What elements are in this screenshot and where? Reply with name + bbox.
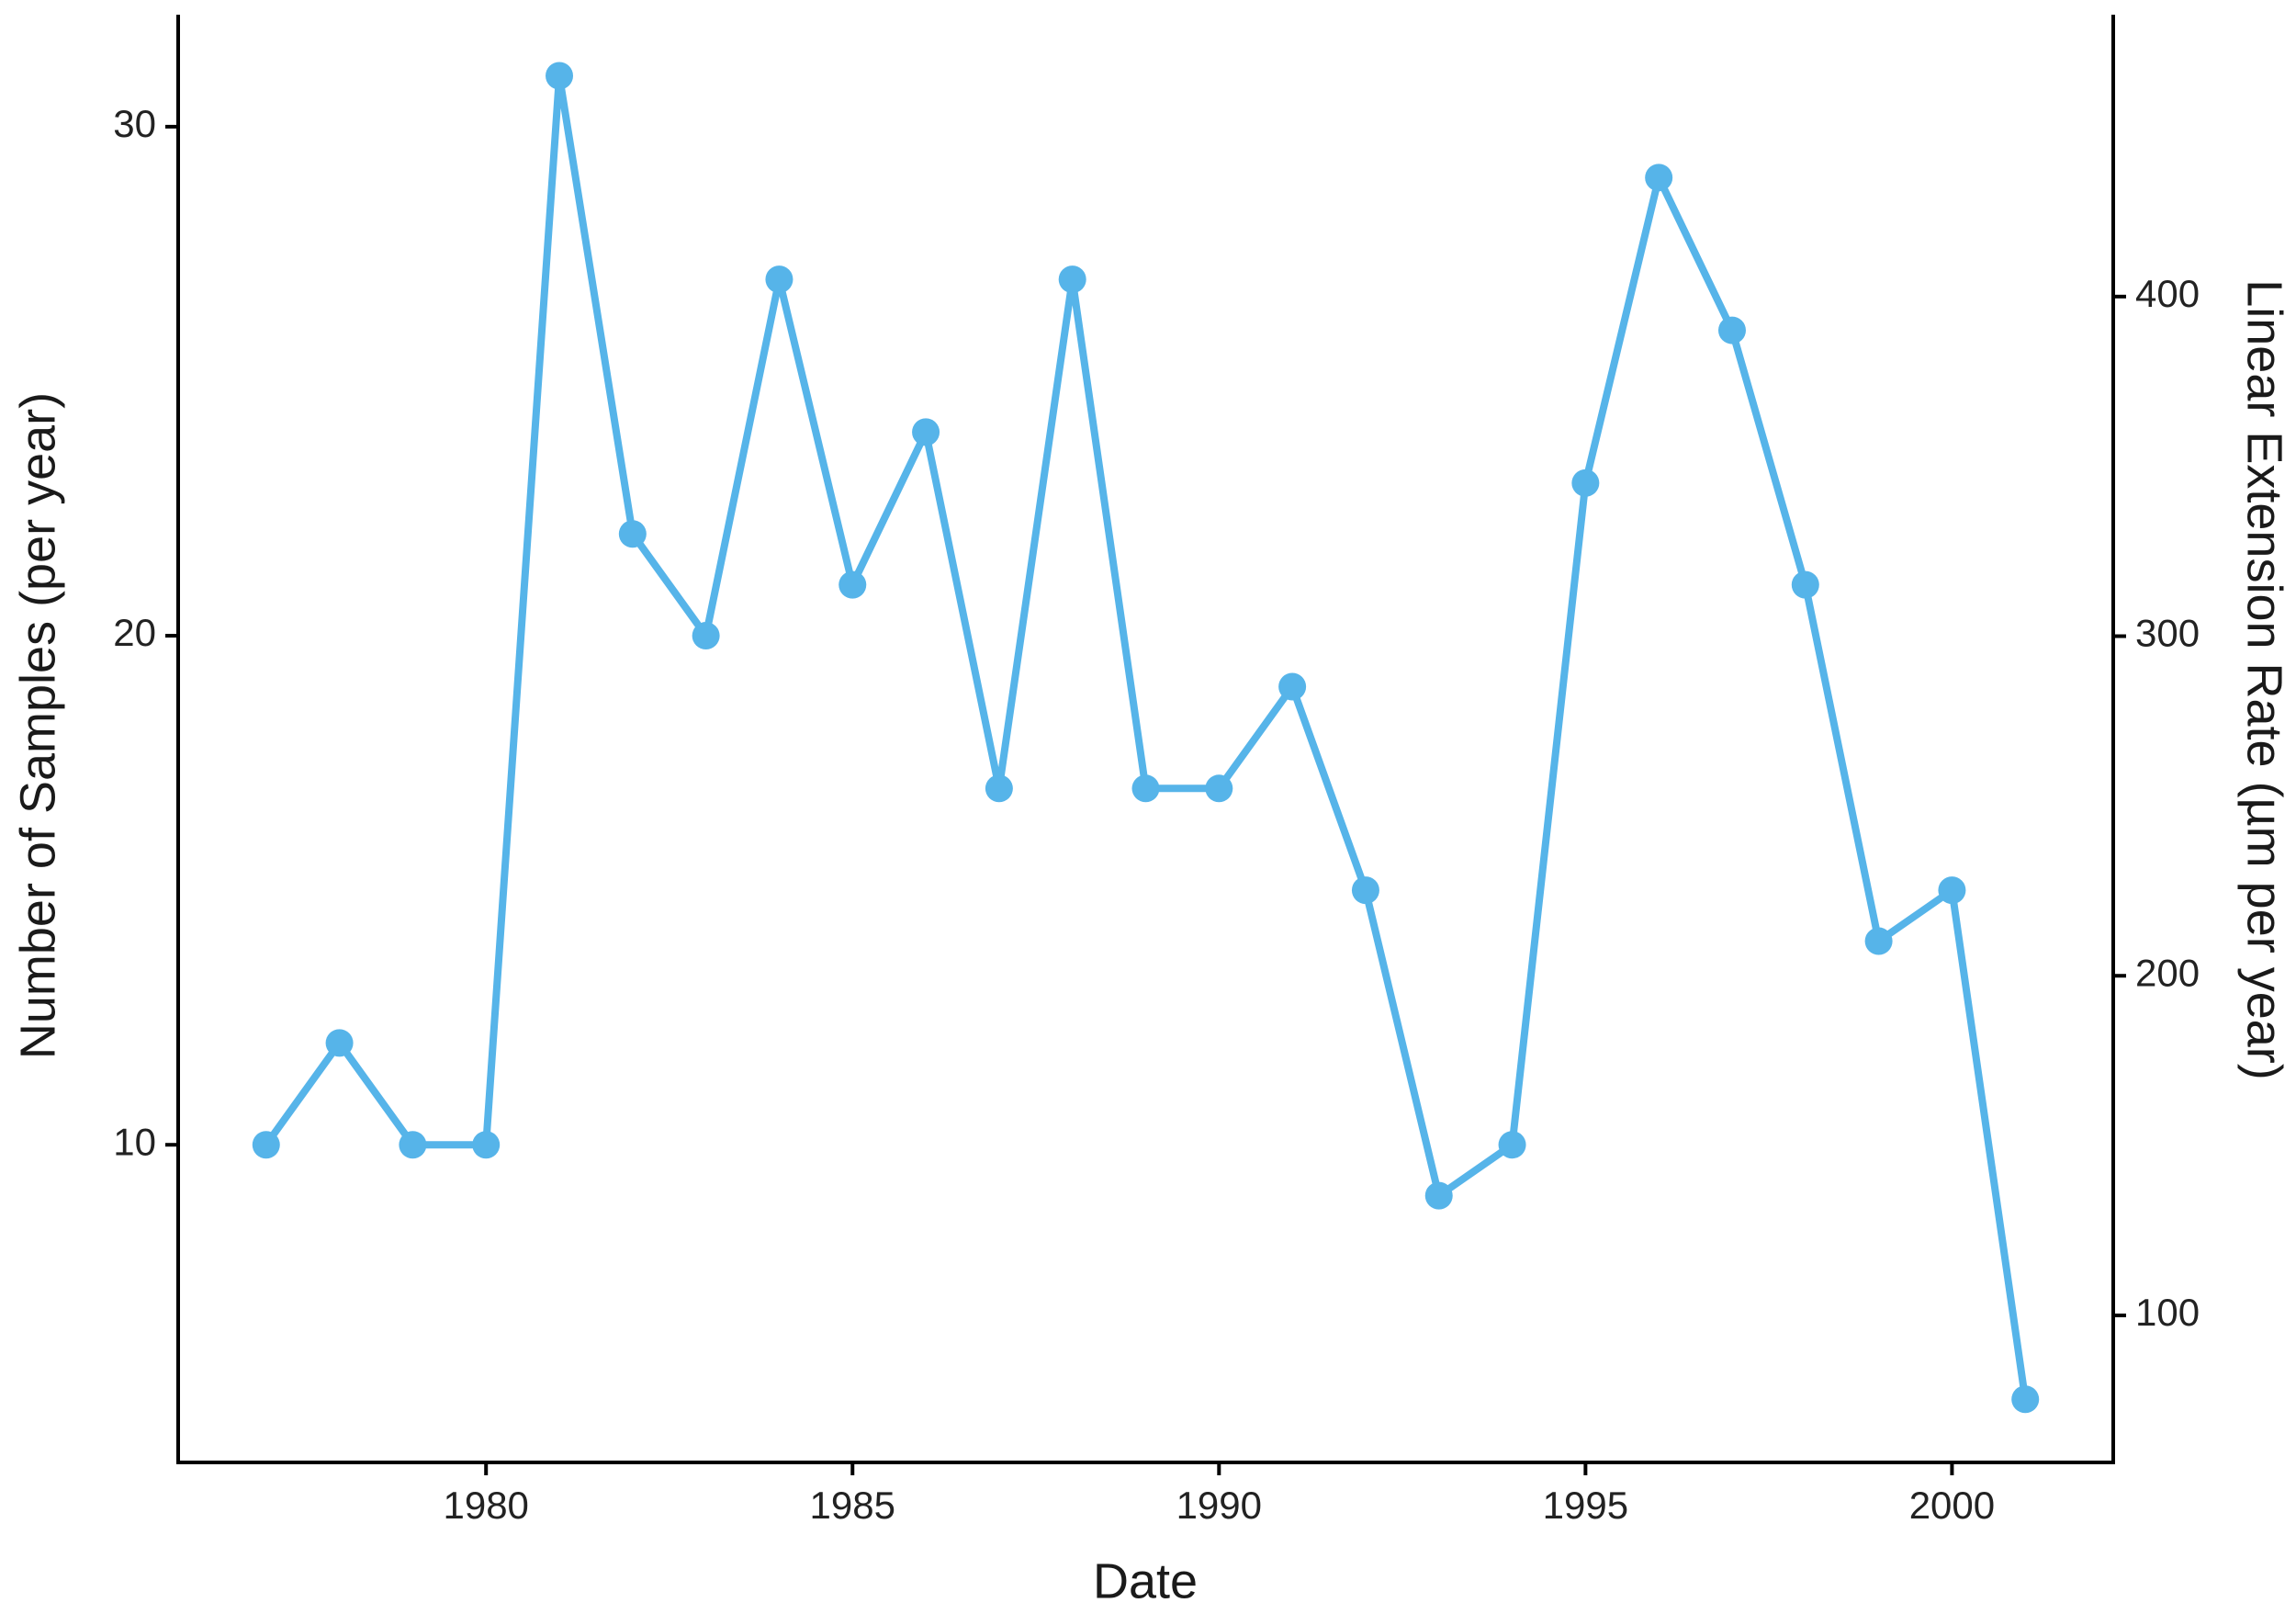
y-tick-label: 20 — [113, 611, 156, 654]
data-point — [1645, 164, 1673, 192]
data-point — [1424, 1181, 1453, 1210]
data-point — [252, 1131, 280, 1159]
data-point — [692, 622, 720, 650]
y2-tick-label: 300 — [2135, 612, 2200, 655]
x-tick-label: 1995 — [1543, 1484, 1628, 1527]
data-point — [325, 1029, 354, 1057]
data-point — [1864, 927, 1893, 955]
data-point — [1571, 468, 1600, 497]
y2-axis-title: Linear Extension Rate (µm per year) — [2237, 279, 2292, 1080]
data-point — [1498, 1131, 1526, 1159]
data-point — [1058, 265, 1086, 294]
y2-tick-label: 100 — [2135, 1291, 2200, 1334]
x-tick-label: 1990 — [1176, 1484, 1262, 1527]
data-point — [618, 520, 647, 548]
data-point — [1205, 774, 1233, 803]
data-line — [263, 72, 2030, 1400]
data-point — [912, 418, 940, 446]
data-point — [1717, 316, 1746, 344]
data-point — [765, 265, 793, 294]
data-point — [1278, 672, 1307, 701]
y2-tick-label: 400 — [2135, 272, 2200, 315]
y-tick-label: 30 — [113, 102, 156, 145]
data-point — [2011, 1385, 2040, 1414]
data-point — [1938, 876, 1966, 905]
x-tick-label: 1985 — [810, 1484, 895, 1527]
data-point — [838, 570, 867, 599]
data-point — [472, 1131, 501, 1159]
x-tick-label: 2000 — [1909, 1484, 1995, 1527]
data-point — [1791, 570, 1819, 599]
x-tick-label: 1980 — [443, 1484, 528, 1527]
y2-tick-label: 200 — [2135, 951, 2200, 994]
data-point — [546, 62, 574, 90]
data-point — [1131, 774, 1160, 803]
data-point — [1351, 876, 1379, 905]
data-point — [399, 1131, 427, 1159]
y-axis-title: Number of Samples (per year) — [10, 392, 65, 1059]
y-tick-label: 10 — [113, 1120, 156, 1163]
data-point — [985, 774, 1013, 803]
x-axis-title: Date — [1093, 1553, 1198, 1608]
